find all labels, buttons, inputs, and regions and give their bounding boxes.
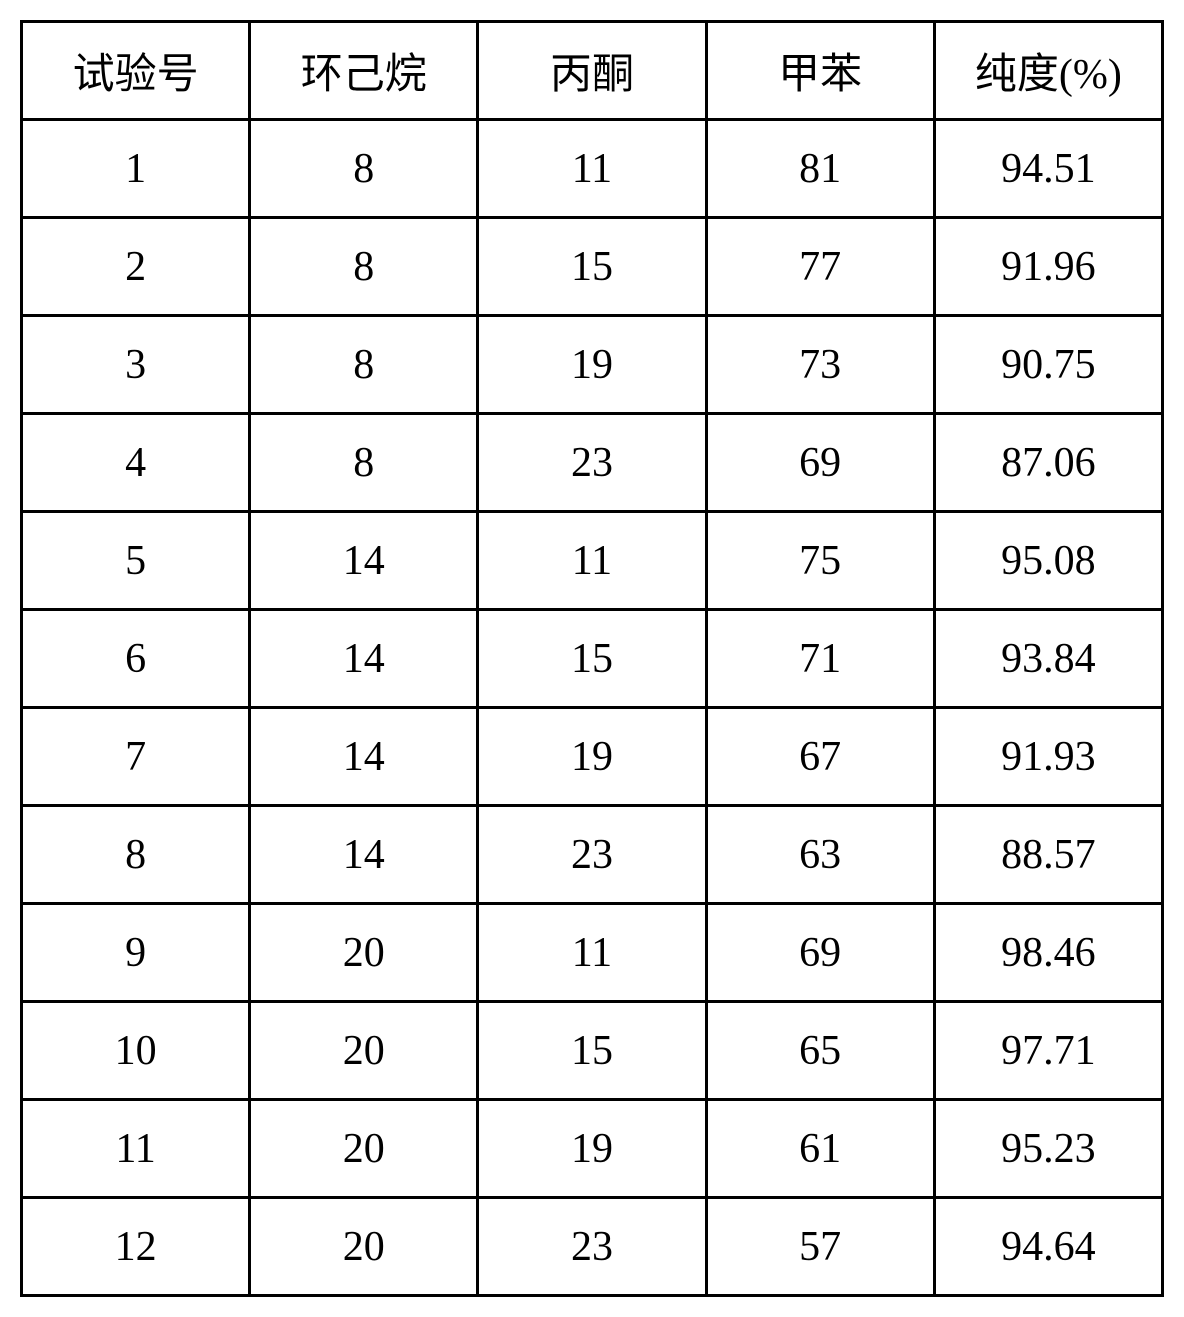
column-header: 试验号 [22,22,250,120]
table-cell: 19 [478,1100,706,1198]
table-cell: 23 [478,414,706,512]
table-cell: 14 [250,708,478,806]
table-header-row: 试验号 环己烷 丙酮 甲苯 纯度(%) [22,22,1163,120]
table-cell: 61 [706,1100,934,1198]
table-row: 7 14 19 67 91.93 [22,708,1163,806]
table-cell: 69 [706,414,934,512]
table-cell: 4 [22,414,250,512]
table-cell: 12 [22,1198,250,1296]
table-cell: 20 [250,1002,478,1100]
table-cell: 15 [478,610,706,708]
table-cell: 15 [478,1002,706,1100]
table-row: 2 8 15 77 91.96 [22,218,1163,316]
table-cell: 9 [22,904,250,1002]
table-cell: 20 [250,1198,478,1296]
table-cell: 20 [250,1100,478,1198]
table-cell: 23 [478,806,706,904]
table-row: 11 20 19 61 95.23 [22,1100,1163,1198]
table-cell: 73 [706,316,934,414]
table-cell: 8 [250,414,478,512]
table-cell: 14 [250,512,478,610]
experiment-data-table: 试验号 环己烷 丙酮 甲苯 纯度(%) 1 8 11 81 94.51 2 8 … [20,20,1164,1297]
table-cell: 19 [478,316,706,414]
table-cell: 11 [478,120,706,218]
table-cell: 75 [706,512,934,610]
table-cell: 93.84 [934,610,1162,708]
table-cell: 3 [22,316,250,414]
column-header: 纯度(%) [934,22,1162,120]
table-cell: 20 [250,904,478,1002]
table-cell: 95.08 [934,512,1162,610]
table-row: 3 8 19 73 90.75 [22,316,1163,414]
table-cell: 63 [706,806,934,904]
table-row: 12 20 23 57 94.64 [22,1198,1163,1296]
table-cell: 11 [22,1100,250,1198]
table-cell: 91.93 [934,708,1162,806]
table-cell: 71 [706,610,934,708]
table-cell: 11 [478,904,706,1002]
table-cell: 87.06 [934,414,1162,512]
table-cell: 65 [706,1002,934,1100]
table-header: 试验号 环己烷 丙酮 甲苯 纯度(%) [22,22,1163,120]
column-header: 丙酮 [478,22,706,120]
table-cell: 5 [22,512,250,610]
table-row: 8 14 23 63 88.57 [22,806,1163,904]
table-cell: 95.23 [934,1100,1162,1198]
table-cell: 97.71 [934,1002,1162,1100]
table-cell: 88.57 [934,806,1162,904]
table-cell: 77 [706,218,934,316]
table-cell: 8 [250,316,478,414]
column-header: 环己烷 [250,22,478,120]
table-cell: 14 [250,610,478,708]
table-cell: 91.96 [934,218,1162,316]
table-cell: 7 [22,708,250,806]
table-row: 10 20 15 65 97.71 [22,1002,1163,1100]
table-cell: 8 [250,120,478,218]
table-row: 4 8 23 69 87.06 [22,414,1163,512]
table-cell: 69 [706,904,934,1002]
table-cell: 1 [22,120,250,218]
table-row: 5 14 11 75 95.08 [22,512,1163,610]
table-row: 6 14 15 71 93.84 [22,610,1163,708]
table-cell: 8 [250,218,478,316]
table-cell: 14 [250,806,478,904]
table-cell: 94.64 [934,1198,1162,1296]
table-cell: 10 [22,1002,250,1100]
table-body: 1 8 11 81 94.51 2 8 15 77 91.96 3 8 19 7… [22,120,1163,1296]
table-cell: 90.75 [934,316,1162,414]
data-table-container: 试验号 环己烷 丙酮 甲苯 纯度(%) 1 8 11 81 94.51 2 8 … [20,20,1164,1297]
table-cell: 81 [706,120,934,218]
table-cell: 67 [706,708,934,806]
table-cell: 19 [478,708,706,806]
table-cell: 94.51 [934,120,1162,218]
table-cell: 6 [22,610,250,708]
table-cell: 57 [706,1198,934,1296]
table-cell: 15 [478,218,706,316]
table-cell: 2 [22,218,250,316]
table-cell: 23 [478,1198,706,1296]
table-row: 9 20 11 69 98.46 [22,904,1163,1002]
table-cell: 98.46 [934,904,1162,1002]
table-cell: 11 [478,512,706,610]
table-cell: 8 [22,806,250,904]
table-row: 1 8 11 81 94.51 [22,120,1163,218]
column-header: 甲苯 [706,22,934,120]
